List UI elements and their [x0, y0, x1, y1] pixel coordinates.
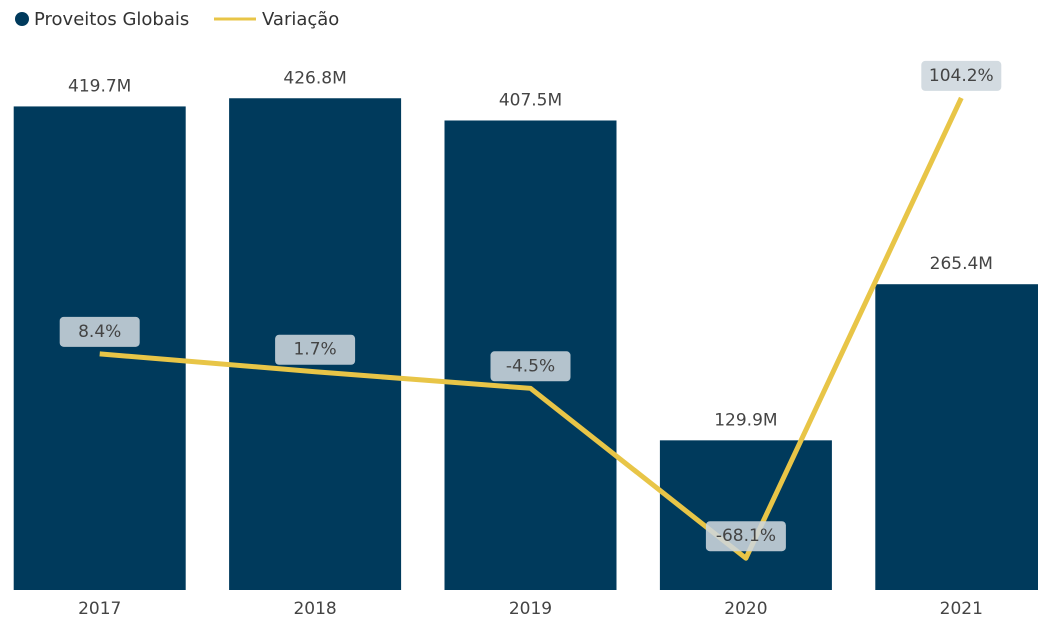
label-box: [705, 521, 786, 552]
label-box: [59, 316, 140, 347]
x-tick-label: 2018: [293, 599, 336, 619]
x-tick-label: 2021: [940, 599, 983, 619]
line-label: -4.5%: [506, 356, 555, 376]
legend: Proveitos Globais Variação: [15, 9, 339, 30]
line-label: 104.2%: [929, 66, 994, 86]
x-tick-label: 2020: [724, 599, 767, 619]
label-box: [921, 60, 1002, 91]
bar-label: 426.8M: [283, 68, 346, 88]
bar: [875, 284, 1038, 590]
bar: [13, 106, 186, 590]
x-tick-label: 2019: [509, 599, 552, 619]
legend-label: Proveitos Globais: [34, 9, 189, 30]
label-box: [490, 351, 571, 382]
line-label: 8.4%: [78, 322, 121, 342]
label-box: [275, 334, 356, 365]
legend-swatch: [15, 12, 29, 26]
line-label: 1.7%: [293, 340, 336, 360]
bar-label: 407.5M: [499, 90, 562, 110]
bar-label: 129.9M: [714, 410, 777, 430]
bar-label: 265.4M: [930, 254, 993, 274]
line: [99, 96, 964, 561]
bar-label: 419.7M: [68, 76, 131, 96]
line-label: -68.1%: [716, 526, 776, 546]
legend-label: Variação: [262, 9, 339, 30]
bar: [659, 440, 832, 590]
x-tick-label: 2017: [78, 599, 121, 619]
